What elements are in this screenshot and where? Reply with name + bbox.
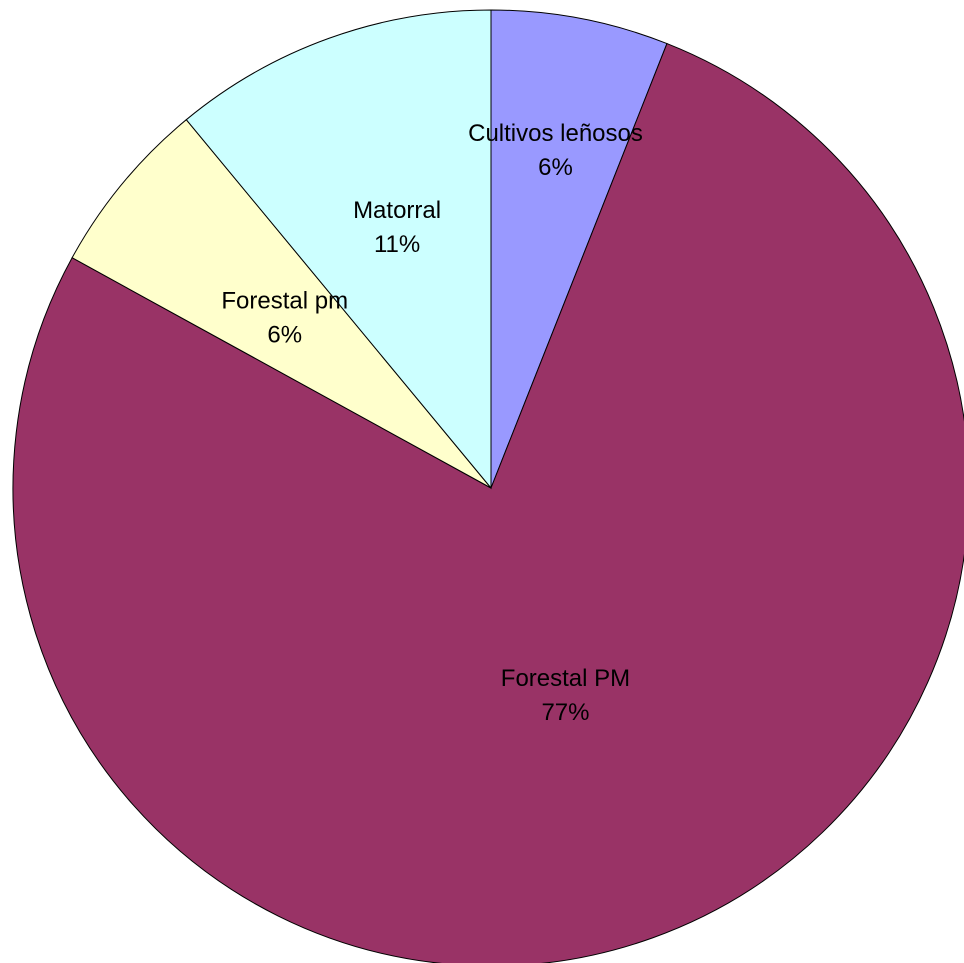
slice-percent-forestal-pm: 6% — [267, 321, 302, 348]
slice-label-forestal-pm: Forestal PM — [501, 665, 630, 692]
slice-percent-cultivos-lenosos: 6% — [538, 154, 573, 181]
slice-percent-forestal-pm: 77% — [541, 699, 589, 726]
pie-slices — [12, 9, 964, 963]
slice-label-cultivos-lenosos: Cultivos leñosos — [468, 120, 643, 147]
pie-slice-forestal-pm — [12, 42, 964, 963]
pie-labels: Cultivos leñosos 6% Forestal PM 77% Forestal… — [221, 120, 642, 726]
pie-slice-matorral — [185, 9, 492, 490]
slice-percent-matorral: 11% — [374, 231, 420, 258]
slice-label-matorral: Matorral — [353, 197, 441, 224]
slice-label-forestal-pm: Forestal pm — [221, 287, 348, 314]
pie-slice-forestal-pm — [71, 118, 492, 489]
pie-slice-cultivos-lenosos — [490, 9, 668, 489]
